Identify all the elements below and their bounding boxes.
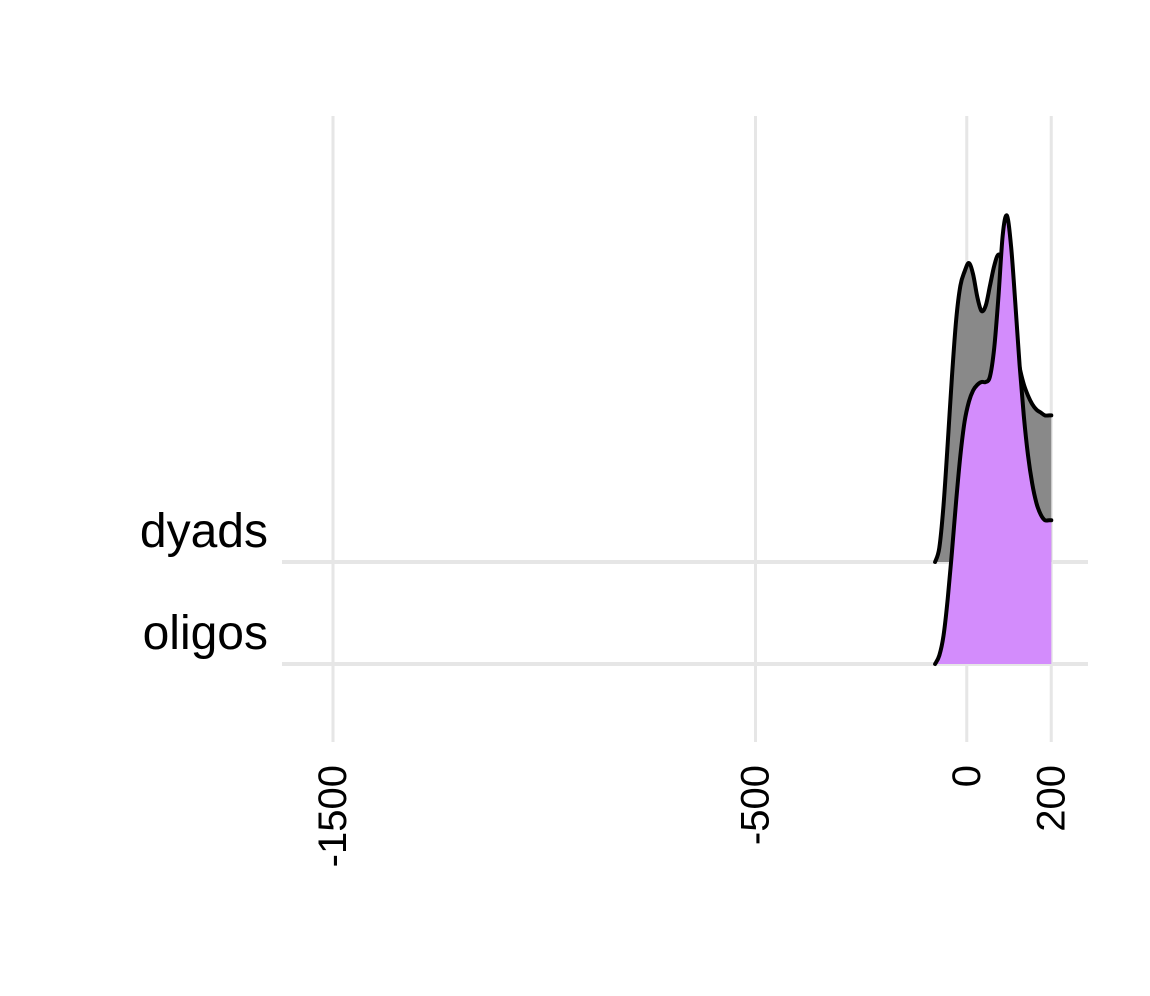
ridge-layer — [933, 213, 1054, 666]
x-tick-label: 0 — [945, 765, 989, 787]
ridge-line-oligos — [933, 213, 1054, 666]
ridge-line-dyads — [933, 252, 1054, 564]
x-tick-label: -500 — [734, 765, 778, 845]
x-tick-label: 200 — [1029, 765, 1073, 832]
y-category-label: oligos — [143, 607, 268, 660]
y-category-label: dyads — [140, 505, 268, 558]
x-tick-label: -1500 — [311, 765, 355, 867]
ridge-area-oligos — [935, 215, 1052, 664]
label-layer: -1500 -500 0 200 oligos dyads — [140, 505, 1073, 867]
